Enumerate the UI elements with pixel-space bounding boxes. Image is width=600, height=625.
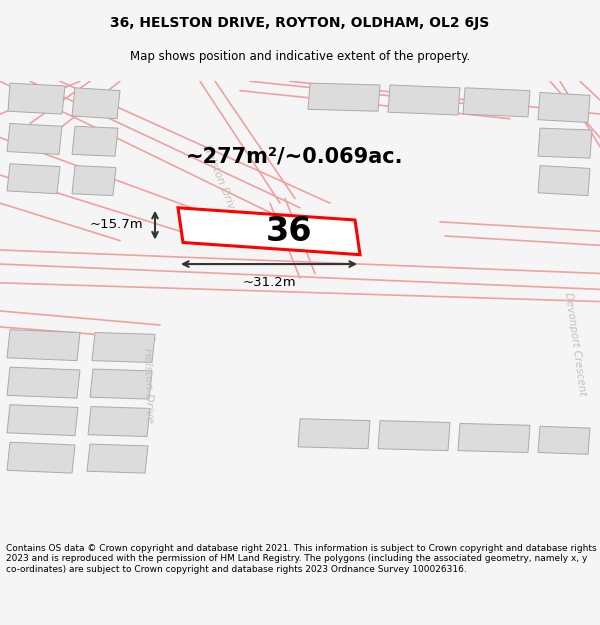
Polygon shape (87, 444, 148, 473)
Text: Contains OS data © Crown copyright and database right 2021. This information is : Contains OS data © Crown copyright and d… (6, 544, 596, 574)
Text: Map shows position and indicative extent of the property.: Map shows position and indicative extent… (130, 50, 470, 62)
Polygon shape (88, 406, 150, 436)
Polygon shape (298, 419, 370, 449)
Text: 36: 36 (266, 215, 312, 248)
Polygon shape (92, 332, 155, 362)
Text: ~277m²/~0.069ac.: ~277m²/~0.069ac. (186, 146, 404, 166)
Text: Helston-Drive: Helston-Drive (142, 348, 154, 424)
Text: Helston Drive: Helston Drive (201, 142, 239, 217)
Polygon shape (90, 369, 152, 399)
Polygon shape (538, 426, 590, 454)
Polygon shape (538, 92, 590, 123)
Polygon shape (7, 164, 60, 194)
Polygon shape (7, 442, 75, 473)
Polygon shape (458, 424, 530, 452)
Polygon shape (538, 166, 590, 196)
Polygon shape (7, 123, 62, 154)
Polygon shape (378, 421, 450, 451)
Polygon shape (72, 126, 118, 156)
Text: ~15.7m: ~15.7m (89, 218, 143, 231)
Polygon shape (7, 367, 80, 398)
Polygon shape (7, 330, 80, 361)
Polygon shape (72, 166, 116, 196)
Text: Devonport Crescent: Devonport Crescent (563, 291, 587, 396)
Polygon shape (538, 128, 592, 158)
Text: 36, HELSTON DRIVE, ROYTON, OLDHAM, OL2 6JS: 36, HELSTON DRIVE, ROYTON, OLDHAM, OL2 6… (110, 16, 490, 31)
Polygon shape (7, 405, 78, 436)
Polygon shape (388, 85, 460, 115)
Polygon shape (8, 83, 65, 114)
Polygon shape (178, 208, 360, 254)
Polygon shape (308, 83, 380, 111)
Polygon shape (72, 88, 120, 119)
Text: ~31.2m: ~31.2m (242, 276, 296, 289)
Polygon shape (463, 88, 530, 117)
